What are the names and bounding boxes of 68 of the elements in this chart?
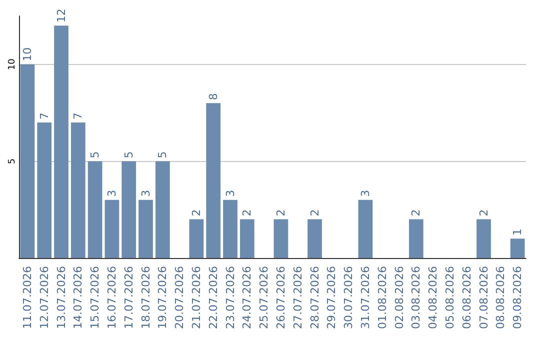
x-tick-label: 08.08.2026 bbox=[494, 266, 508, 330]
x-tick-label: 09.08.2026 bbox=[511, 266, 524, 330]
x-tick-label: 27.07.2026 bbox=[291, 266, 304, 330]
bar bbox=[88, 161, 102, 258]
x-tick-label: 04.08.2026 bbox=[426, 266, 440, 330]
data-label: 2 bbox=[274, 209, 288, 216]
bar bbox=[37, 122, 52, 258]
data-label: 7 bbox=[72, 112, 85, 120]
x-tick-label: 20.07.2026 bbox=[173, 266, 186, 330]
data-label: 2 bbox=[477, 209, 490, 216]
x-tick-label: 16.07.2026 bbox=[105, 266, 118, 330]
data-label: 2 bbox=[308, 209, 322, 216]
bar bbox=[408, 219, 424, 258]
x-tick-label: 28.07.2026 bbox=[308, 266, 322, 330]
x-tick-label: 06.08.2026 bbox=[460, 266, 474, 330]
data-label: 5 bbox=[156, 151, 170, 158]
x-tick-label: 12.07.2026 bbox=[38, 266, 51, 330]
data-label: 7 bbox=[38, 112, 51, 120]
bar bbox=[104, 200, 120, 258]
x-tick-label: 21.07.2026 bbox=[190, 266, 203, 330]
bar bbox=[138, 200, 153, 258]
bar bbox=[20, 64, 35, 258]
x-tick-label: 30.07.2026 bbox=[342, 266, 356, 330]
data-label: 2 bbox=[410, 209, 423, 216]
x-tick-label: 18.07.2026 bbox=[139, 266, 152, 330]
x-tick-label: 14.07.2026 bbox=[72, 266, 85, 330]
bar bbox=[240, 219, 254, 258]
x-tick-label: 19.07.2026 bbox=[156, 266, 170, 330]
x-tick-label: 02.08.2026 bbox=[392, 266, 406, 330]
bar bbox=[70, 122, 86, 258]
data-label: 3 bbox=[105, 190, 118, 197]
x-tick-label: 11.07.2026 bbox=[20, 266, 34, 330]
data-label: 12 bbox=[54, 8, 68, 23]
data-label: 3 bbox=[139, 190, 152, 197]
x-tick-label: 29.07.2026 bbox=[325, 266, 338, 330]
data-label: 2 bbox=[190, 209, 203, 216]
x-tick-label: 01.08.2026 bbox=[376, 266, 389, 330]
x-tick-label: 13.07.2026 bbox=[54, 266, 68, 330]
data-label: 8 bbox=[206, 93, 220, 100]
bar bbox=[476, 219, 491, 258]
data-label: 3 bbox=[358, 190, 372, 197]
bar bbox=[274, 219, 288, 258]
x-tick-label: 03.08.2026 bbox=[410, 266, 423, 330]
data-label: 10 bbox=[20, 47, 34, 62]
x-tick-label: 05.08.2026 bbox=[443, 266, 456, 330]
bar bbox=[155, 161, 170, 258]
x-tick-label: 25.07.2026 bbox=[258, 266, 271, 330]
bar bbox=[510, 238, 525, 258]
x-tick-label: 15.07.2026 bbox=[88, 266, 102, 330]
x-tick-label: 24.07.2026 bbox=[240, 266, 254, 330]
bar bbox=[54, 26, 68, 258]
bar bbox=[223, 200, 238, 258]
bar bbox=[189, 219, 204, 258]
bar bbox=[206, 103, 221, 258]
bar bbox=[122, 161, 136, 258]
x-tick-label: 07.08.2026 bbox=[477, 266, 490, 330]
bar bbox=[358, 200, 373, 258]
bar bbox=[308, 219, 322, 258]
x-tick-label: 17.07.2026 bbox=[122, 266, 136, 330]
x-tick-label: 22.07.2026 bbox=[206, 266, 220, 330]
x-tick-label: 31.07.2026 bbox=[358, 266, 372, 330]
x-tick-label: 23.07.2026 bbox=[224, 266, 237, 330]
data-label: 1 bbox=[511, 228, 524, 236]
data-label: 3 bbox=[224, 190, 237, 197]
data-label: 5 bbox=[88, 151, 102, 158]
data-label: 5 bbox=[122, 151, 136, 158]
x-tick-label: 26.07.2026 bbox=[274, 266, 288, 330]
data-label: 2 bbox=[240, 209, 254, 216]
